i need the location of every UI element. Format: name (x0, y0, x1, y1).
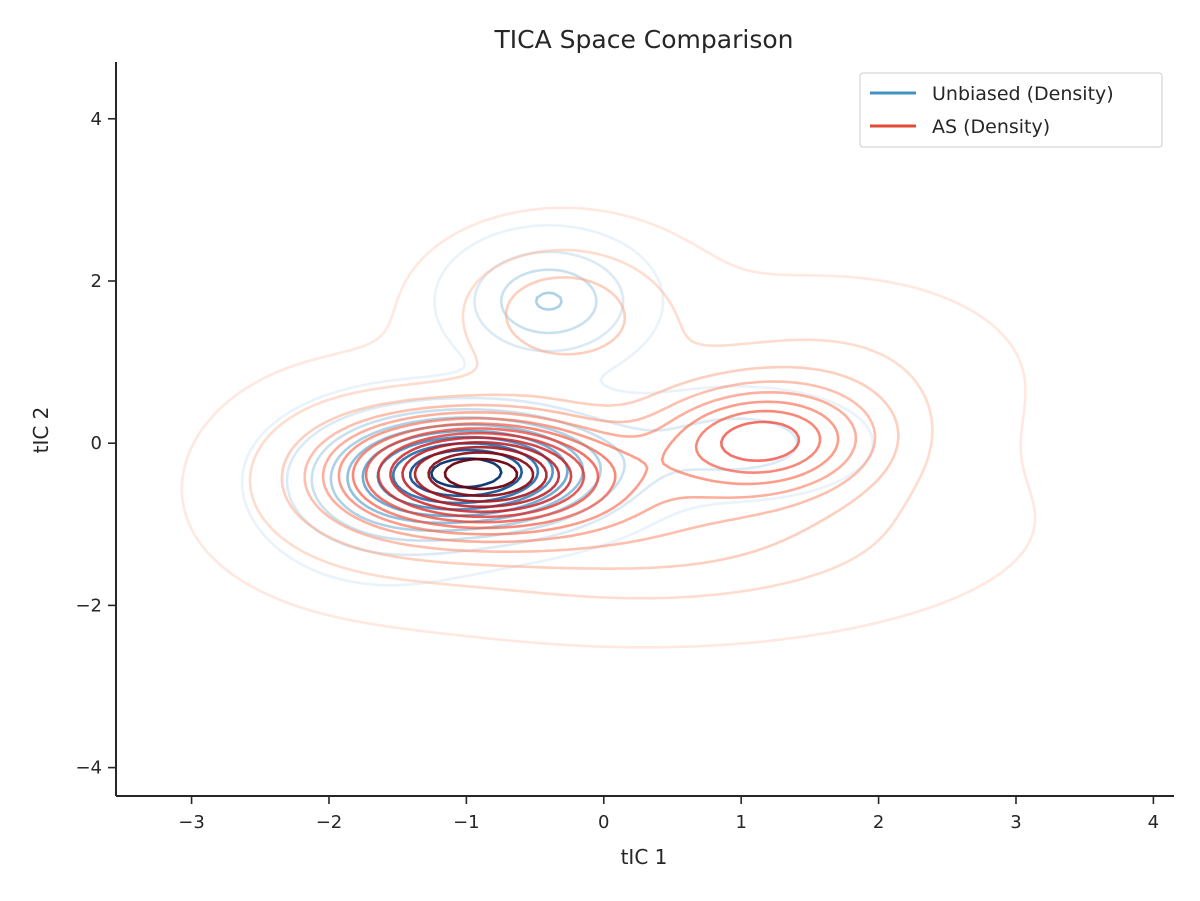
x-tick-label: 2 (873, 812, 884, 833)
contour-line (377, 431, 586, 519)
contour-line (180, 206, 1037, 649)
y-tick-label: 0 (91, 433, 102, 454)
x-tick-label: −3 (178, 812, 205, 833)
contour-line (364, 420, 801, 524)
legend-box (859, 72, 1163, 148)
contour-layer (180, 206, 1037, 649)
legend-label-unbiased: Unbiased (Density) (932, 83, 1114, 105)
contour-series-0 (240, 224, 875, 587)
contour-line (389, 436, 573, 514)
contour-line (248, 248, 934, 600)
contour-line (280, 276, 900, 570)
x-tick-label: 3 (1010, 812, 1021, 833)
chart-title: TICA Space Comparison (494, 25, 794, 54)
y-tick-label: −4 (75, 758, 102, 779)
contour-line (240, 224, 875, 587)
x-tick-label: −1 (453, 812, 480, 833)
contour-line (351, 409, 822, 530)
contour-line (427, 451, 535, 498)
contour-line (413, 445, 548, 503)
y-tick-label: 2 (91, 271, 102, 292)
y-axis-label: tIC 2 (29, 407, 53, 454)
contour-line (443, 457, 519, 491)
contour-line (430, 457, 503, 489)
legend-label-as: AS (Density) (932, 116, 1050, 138)
legend: Unbiased (Density) AS (Density) (859, 72, 1163, 148)
contour-series-1 (180, 206, 1037, 649)
x-tick-label: 0 (598, 812, 609, 833)
x-tick-label: −2 (316, 812, 343, 833)
contour-line (321, 391, 858, 544)
contour-line (337, 400, 840, 536)
x-tick-label: 1 (735, 812, 746, 833)
y-tick-label: 4 (91, 109, 102, 130)
x-axis-ticks: −3 −2 −1 0 1 2 3 4 (178, 796, 1159, 833)
contour-line (401, 441, 561, 508)
x-axis-label: tIC 1 (621, 845, 668, 869)
y-tick-label: −2 (75, 595, 102, 616)
y-axis-ticks: −4 −2 0 2 4 (75, 109, 116, 779)
contour-line (303, 380, 877, 553)
x-tick-label: 4 (1148, 812, 1159, 833)
